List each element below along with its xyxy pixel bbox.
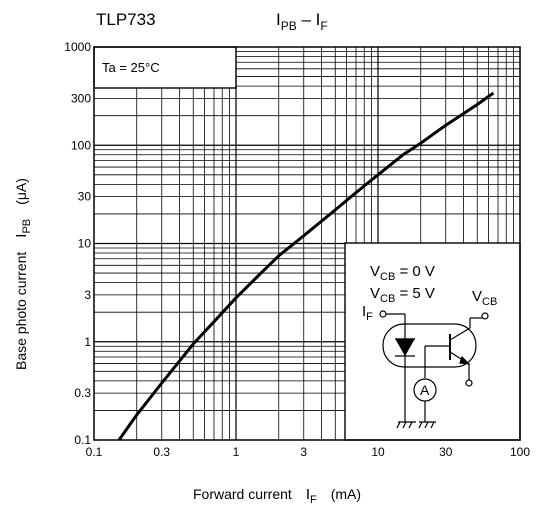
vcb2-sub: CB	[380, 293, 395, 305]
title-main: I	[276, 10, 281, 29]
y-axis-unit: (μA)	[13, 178, 29, 205]
y-axis-symbol: I	[13, 234, 30, 238]
device-label: TLP733	[96, 10, 156, 29]
y-tick-label: 1	[84, 335, 91, 349]
axis-ticks: 0.1 0.3 1 3 10 30 100 0.1 0.3 1 3 10 30 100 300 1000	[64, 40, 530, 459]
vcb-0v-label: VCB = 0 V	[370, 263, 435, 283]
title-sub-pb: PB	[281, 19, 297, 33]
x-tick-label: 10	[371, 445, 385, 459]
y-tick-label: 3	[84, 288, 91, 302]
x-axis-title: Forward current IF (mA)	[193, 486, 361, 506]
vcb-pin-main: V	[472, 288, 482, 305]
x-tick-label: 3	[300, 445, 307, 459]
y-tick-label: 0.3	[74, 386, 91, 400]
condition-label: Ta = 25°C	[102, 60, 160, 75]
test-circuit-inset: VCB = 0 V VCB = 5 V VCB IF	[362, 263, 497, 429]
vcb1-main: V	[370, 263, 380, 280]
x-tick-label: 1	[233, 445, 240, 459]
x-axis-unit: (mA)	[331, 486, 361, 502]
vcb-5v-label: VCB = 5 V	[370, 285, 435, 305]
y-axis-title: Base photo current IPB (μA)	[13, 178, 33, 370]
vcb2-main: V	[370, 285, 380, 302]
x-tick-label: 0.1	[86, 445, 103, 459]
title-dash: – I	[297, 10, 321, 29]
x-tick-label: 30	[439, 445, 453, 459]
x-axis-label: Forward current	[193, 486, 292, 502]
x-tick-label: 0.3	[153, 445, 170, 459]
y-tick-label: 10	[78, 237, 92, 251]
if-main: I	[362, 303, 366, 320]
x-axis-sub: F	[310, 494, 317, 506]
photocoupler-outline-icon	[382, 323, 477, 368]
y-tick-label: 1000	[64, 40, 91, 54]
ammeter-label: A	[420, 382, 430, 398]
chart-title: IPB – IF	[276, 10, 328, 33]
if-pin-label: IF	[362, 303, 373, 323]
if-sub: F	[366, 311, 373, 323]
y-tick-label: 300	[71, 91, 91, 105]
inset-box	[344, 242, 521, 441]
x-tick-label: 100	[510, 445, 530, 459]
y-tick-label: 100	[71, 138, 91, 152]
if-terminal-icon	[379, 310, 387, 318]
emitter-terminal-icon	[465, 379, 473, 387]
y-axis-sub: PB	[21, 219, 33, 234]
y-tick-label: 30	[78, 190, 92, 204]
vcb1-sub: CB	[380, 271, 395, 283]
plot-frame	[93, 46, 521, 441]
series-layer	[117, 91, 495, 441]
led-diode-icon	[394, 338, 416, 357]
vcb2-val: = 5 V	[395, 285, 435, 302]
y-tick-label: 0.1	[74, 433, 91, 447]
series-line	[117, 91, 495, 441]
condition-box	[93, 46, 237, 89]
y-axis-label: Base photo current	[13, 252, 29, 370]
title-sub-f: F	[320, 19, 327, 33]
x-axis-symbol: I	[306, 486, 310, 503]
vcb1-val: = 0 V	[395, 263, 435, 280]
vcb-pin-label: VCB	[472, 288, 497, 308]
vcb-pin-sub: CB	[482, 296, 497, 308]
vcb-terminal-icon	[481, 312, 489, 320]
